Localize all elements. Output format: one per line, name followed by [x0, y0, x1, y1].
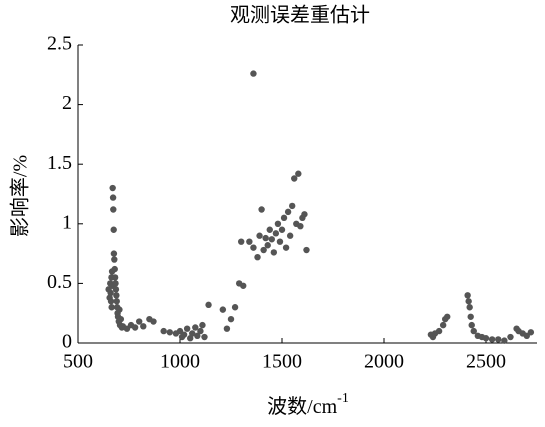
y-tick-label: 2	[62, 92, 72, 114]
point	[272, 230, 280, 237]
point	[192, 324, 199, 331]
point	[111, 265, 118, 273]
point	[219, 306, 227, 313]
point	[111, 274, 119, 281]
point	[109, 194, 117, 201]
x-axis-label: 波数/cm-1	[267, 391, 349, 417]
point	[250, 244, 257, 251]
point	[131, 324, 139, 331]
point	[180, 331, 188, 338]
point	[435, 327, 443, 335]
point	[199, 321, 206, 329]
point	[254, 253, 261, 261]
point	[183, 325, 191, 332]
point	[286, 232, 294, 239]
point	[488, 336, 496, 343]
point	[444, 313, 451, 320]
point	[258, 206, 265, 213]
point	[238, 238, 245, 245]
chart-title: 观测误差重估计	[230, 4, 370, 27]
point	[270, 249, 278, 256]
point	[282, 244, 290, 251]
point	[303, 246, 310, 254]
point	[116, 306, 123, 313]
y-tick-label: 1.5	[47, 152, 72, 174]
point	[280, 214, 288, 222]
point	[464, 292, 471, 299]
point	[227, 315, 235, 323]
point	[246, 238, 253, 245]
point	[111, 256, 118, 263]
point	[109, 184, 116, 192]
x-tick-label: 1500	[262, 351, 302, 373]
point	[240, 282, 247, 289]
point	[268, 236, 275, 243]
point	[507, 333, 514, 341]
point	[284, 208, 292, 216]
point	[231, 304, 239, 311]
point	[201, 333, 208, 341]
point	[465, 298, 472, 305]
point	[110, 226, 117, 233]
point	[250, 70, 257, 77]
point	[197, 327, 204, 335]
point	[482, 335, 490, 342]
point	[262, 234, 269, 242]
point	[274, 220, 282, 227]
point	[136, 318, 143, 325]
point	[295, 170, 302, 177]
point	[112, 280, 119, 287]
point	[301, 211, 308, 218]
point	[112, 286, 120, 293]
point	[110, 206, 117, 213]
x-label-exponent: -1	[337, 391, 349, 406]
point	[117, 315, 125, 323]
point	[107, 298, 115, 305]
point	[276, 238, 284, 245]
point	[468, 321, 475, 329]
point	[150, 318, 157, 325]
point	[291, 175, 298, 182]
point	[501, 337, 508, 344]
point	[260, 246, 267, 254]
point	[466, 304, 473, 311]
point	[289, 202, 296, 210]
point	[297, 222, 304, 230]
y-axis-label: 影响率/%	[9, 155, 32, 237]
point	[264, 242, 271, 249]
point	[108, 304, 115, 311]
point	[467, 313, 474, 320]
x-tick-label: 2500	[466, 351, 506, 373]
point	[113, 298, 120, 305]
point	[495, 336, 502, 343]
point	[189, 330, 196, 337]
point	[107, 289, 114, 297]
y-tick-label: 1	[62, 211, 72, 233]
x-tick-label: 1000	[160, 351, 200, 373]
point	[113, 292, 120, 299]
y-tick-label: 0.5	[47, 271, 72, 293]
point	[278, 226, 286, 233]
point	[527, 329, 535, 336]
x-label-text: 波数/cm	[267, 395, 337, 418]
y-tick-label: 0	[62, 331, 72, 353]
point	[205, 301, 212, 309]
x-tick-label: 500	[63, 351, 93, 373]
point	[110, 250, 118, 257]
y-tick-label: 2.5	[47, 33, 72, 55]
point	[140, 323, 147, 330]
point	[160, 327, 167, 335]
point	[256, 232, 263, 239]
point	[166, 329, 173, 336]
point	[266, 226, 273, 233]
point	[470, 327, 477, 335]
point	[223, 325, 231, 332]
point	[194, 332, 201, 340]
x-tick-label: 2000	[364, 351, 404, 373]
point	[439, 321, 447, 329]
